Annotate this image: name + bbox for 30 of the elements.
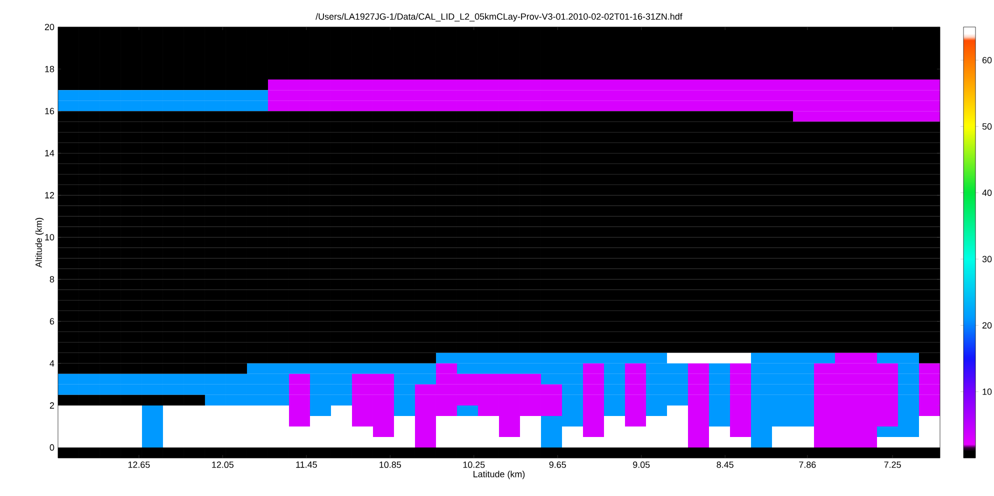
- y-tick-label: 0: [50, 444, 54, 451]
- y-tick-label: 6: [50, 318, 54, 325]
- x-tick-label: 9.65: [549, 462, 566, 468]
- x-tick-label: 12.05: [212, 462, 234, 468]
- y-tick-label: 18: [45, 66, 54, 72]
- y-tick-label: 2: [50, 402, 54, 409]
- y-tick-label: 10: [45, 234, 54, 240]
- y-tick-label: 16: [45, 108, 54, 114]
- y-tick-label: 4: [50, 360, 54, 366]
- y-tick-label: 14: [45, 150, 54, 156]
- y-tick-label: 20: [44, 24, 54, 30]
- color-bar-label: 20: [982, 322, 992, 329]
- color-bar-label: 10: [982, 388, 992, 395]
- color-bar-label: 40: [982, 190, 992, 196]
- color-bar-label: 50: [982, 123, 992, 130]
- x-tick-label: 9.05: [633, 462, 650, 468]
- x-axis-title: Latitude (km): [474, 470, 525, 480]
- y-tick-label: 8: [50, 276, 54, 282]
- color-bar-label: 30: [982, 256, 992, 262]
- x-tick-label: 7.25: [884, 462, 901, 468]
- y-tick-label: 12: [45, 192, 54, 198]
- color-bar-label: 60: [982, 56, 992, 64]
- chart-title: /Users/LA1927JG-1/Data/CAL_LID_L2_05kmCLay-Prov-V3-01.2010-02-02T01-16-31ZN.hdf: [316, 13, 682, 22]
- x-tick-label: 10.85: [380, 462, 401, 468]
- x-tick-label: 10.25: [463, 462, 485, 468]
- x-tick-label: 12.65: [128, 462, 150, 468]
- x-tick-label: 7.86: [799, 462, 816, 468]
- y-axis-title: Altitude (km): [35, 218, 44, 268]
- x-tick-label: 11.45: [296, 462, 317, 468]
- x-tick-label: 8.45: [716, 462, 734, 468]
